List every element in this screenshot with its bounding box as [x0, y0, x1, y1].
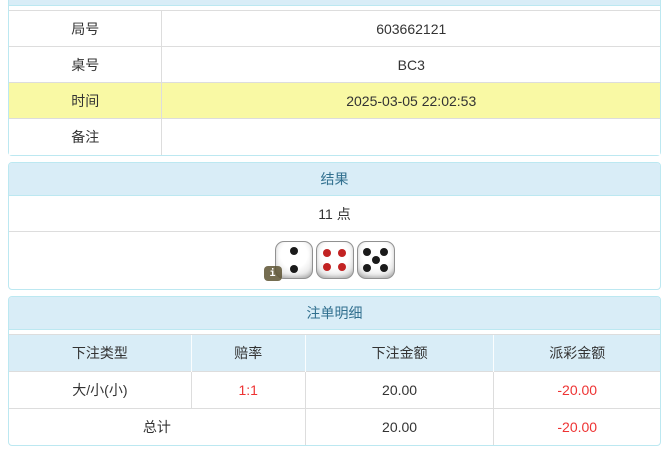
col-header-odds: 赔率 [190, 333, 306, 371]
game-info-panel-heading [9, 0, 660, 6]
game-info-table: 局号 603662121 桌号 BC3 时间 2025-03-05 22:02:… [9, 10, 660, 155]
bet-amount: 20.00 [304, 370, 494, 408]
info-icon[interactable]: i [263, 266, 282, 281]
die-4-icon [315, 241, 354, 279]
result-title: 结果 [320, 170, 349, 187]
bet-payout: -20.00 [493, 370, 660, 408]
result-points: 11 点 [9, 196, 660, 232]
bets-panel-heading: 注单明细 [9, 296, 660, 330]
total-label: 总计 [9, 407, 306, 445]
result-panel: 结果 11 点 i [8, 161, 661, 290]
dice-row: i [9, 232, 660, 289]
time-value: 2025-03-05 22:02:53 [161, 82, 660, 119]
remark-value [161, 118, 660, 155]
table-id-value: BC3 [161, 46, 660, 83]
table-row-time: 时间 2025-03-05 22:02:53 [9, 82, 660, 119]
result-body: 11 点 i [9, 196, 660, 289]
bets-title: 注单明细 [306, 304, 363, 321]
die-2-icon: i [263, 241, 313, 281]
bet-row: 大/小(小) 1:1 20.00 -20.00 [9, 370, 660, 408]
table-row-table-id: 桌号 BC3 [9, 46, 660, 83]
total-row: 总计 20.00 -20.00 [9, 407, 660, 445]
bets-table: 下注类型 赔率 下注金额 派彩金额 大/小(小) 1:1 20.00 -20.0… [9, 333, 660, 445]
bet-odds: 1:1 [190, 370, 306, 408]
bets-header-row: 下注类型 赔率 下注金额 派彩金额 [9, 333, 660, 371]
remark-label: 备注 [9, 118, 163, 155]
col-header-payout-amount: 派彩金额 [493, 333, 660, 371]
table-row-game-id: 局号 603662121 [9, 10, 660, 47]
total-amount: 20.00 [304, 407, 494, 445]
game-id-value: 603662121 [161, 10, 660, 47]
table-row-remark: 备注 [9, 118, 660, 155]
bets-body: 下注类型 赔率 下注金额 派彩金额 大/小(小) 1:1 20.00 -20.0… [9, 330, 660, 445]
game-id-label: 局号 [9, 10, 163, 47]
total-payout: -20.00 [493, 407, 660, 445]
game-info-panel: 局号 603662121 桌号 BC3 时间 2025-03-05 22:02:… [8, 0, 661, 156]
bet-type: 大/小(小) [9, 370, 192, 408]
col-header-bet-type: 下注类型 [9, 333, 192, 371]
bets-panel: 注单明细 下注类型 赔率 下注金额 派彩金额 大/小(小) 1:1 20.00 [8, 295, 661, 446]
game-info-body: 局号 603662121 桌号 BC3 时间 2025-03-05 22:02:… [9, 6, 660, 155]
time-label: 时间 [9, 82, 163, 119]
die-5-icon [356, 241, 395, 279]
col-header-bet-amount: 下注金额 [304, 333, 494, 371]
result-panel-heading: 结果 [9, 162, 660, 196]
table-id-label: 桌号 [9, 46, 163, 83]
